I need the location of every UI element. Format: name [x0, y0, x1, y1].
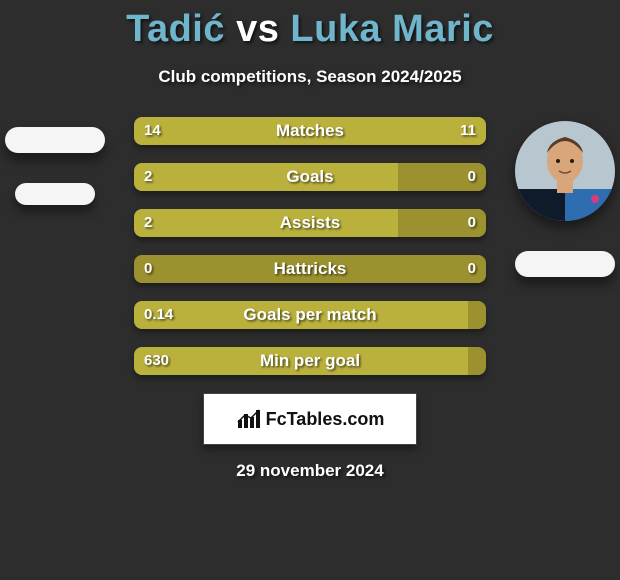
bar-row: Matches14 11 [134, 117, 486, 145]
bar-value-left: 14 [144, 117, 161, 145]
bar-row: Min per goal630 [134, 347, 486, 375]
player2-photo-svg [515, 121, 615, 221]
title-player1: Tadić [126, 8, 225, 50]
bar-label: Matches [134, 117, 486, 145]
player1-avatar-column [0, 117, 110, 205]
comparison-chart: Matches1411Goals20Assists20Hattricks00Go… [0, 117, 620, 375]
bar-value-right: 0 [468, 163, 476, 191]
bar-label: Assists [134, 209, 486, 237]
player1-avatar-placeholder [5, 127, 105, 153]
player1-avatar-shadow [15, 183, 95, 205]
title-player2: Luka Maric [290, 8, 494, 50]
bar-row: Hattricks0 0 [134, 255, 486, 283]
bar-value-right: 0 [468, 209, 476, 237]
player2-avatar-column [510, 117, 620, 277]
bar-value-right: 11 [460, 117, 476, 145]
player2-avatar-photo [515, 121, 615, 221]
logo-text: FcTables.com [266, 409, 385, 430]
player2-avatar-shadow [515, 251, 615, 277]
bars-icon [236, 408, 262, 430]
bar-value-right: 0 [468, 255, 476, 283]
date-label: 29 november 2024 [0, 461, 620, 481]
bar-value-left: 0 [144, 255, 152, 283]
bar-label: Hattricks [134, 255, 486, 283]
page-title: Tadić vs Luka Maric [0, 0, 620, 51]
bar-label: Goals per match [134, 301, 486, 329]
bar-label: Min per goal [134, 347, 486, 375]
bars-container: Matches1411Goals20Assists20Hattricks00Go… [134, 117, 486, 375]
bar-value-left: 630 [144, 347, 169, 375]
subtitle: Club competitions, Season 2024/2025 [0, 67, 620, 87]
source-logo: FcTables.com [203, 393, 417, 445]
bar-label: Goals [134, 163, 486, 191]
bar-value-left: 0.14 [144, 301, 173, 329]
title-vs: vs [236, 8, 279, 50]
bar-value-left: 2 [144, 209, 152, 237]
bar-row: Goals per match0.14 [134, 301, 486, 329]
bar-row: Assists2 0 [134, 209, 486, 237]
bar-value-left: 2 [144, 163, 152, 191]
bar-row: Goals2 0 [134, 163, 486, 191]
